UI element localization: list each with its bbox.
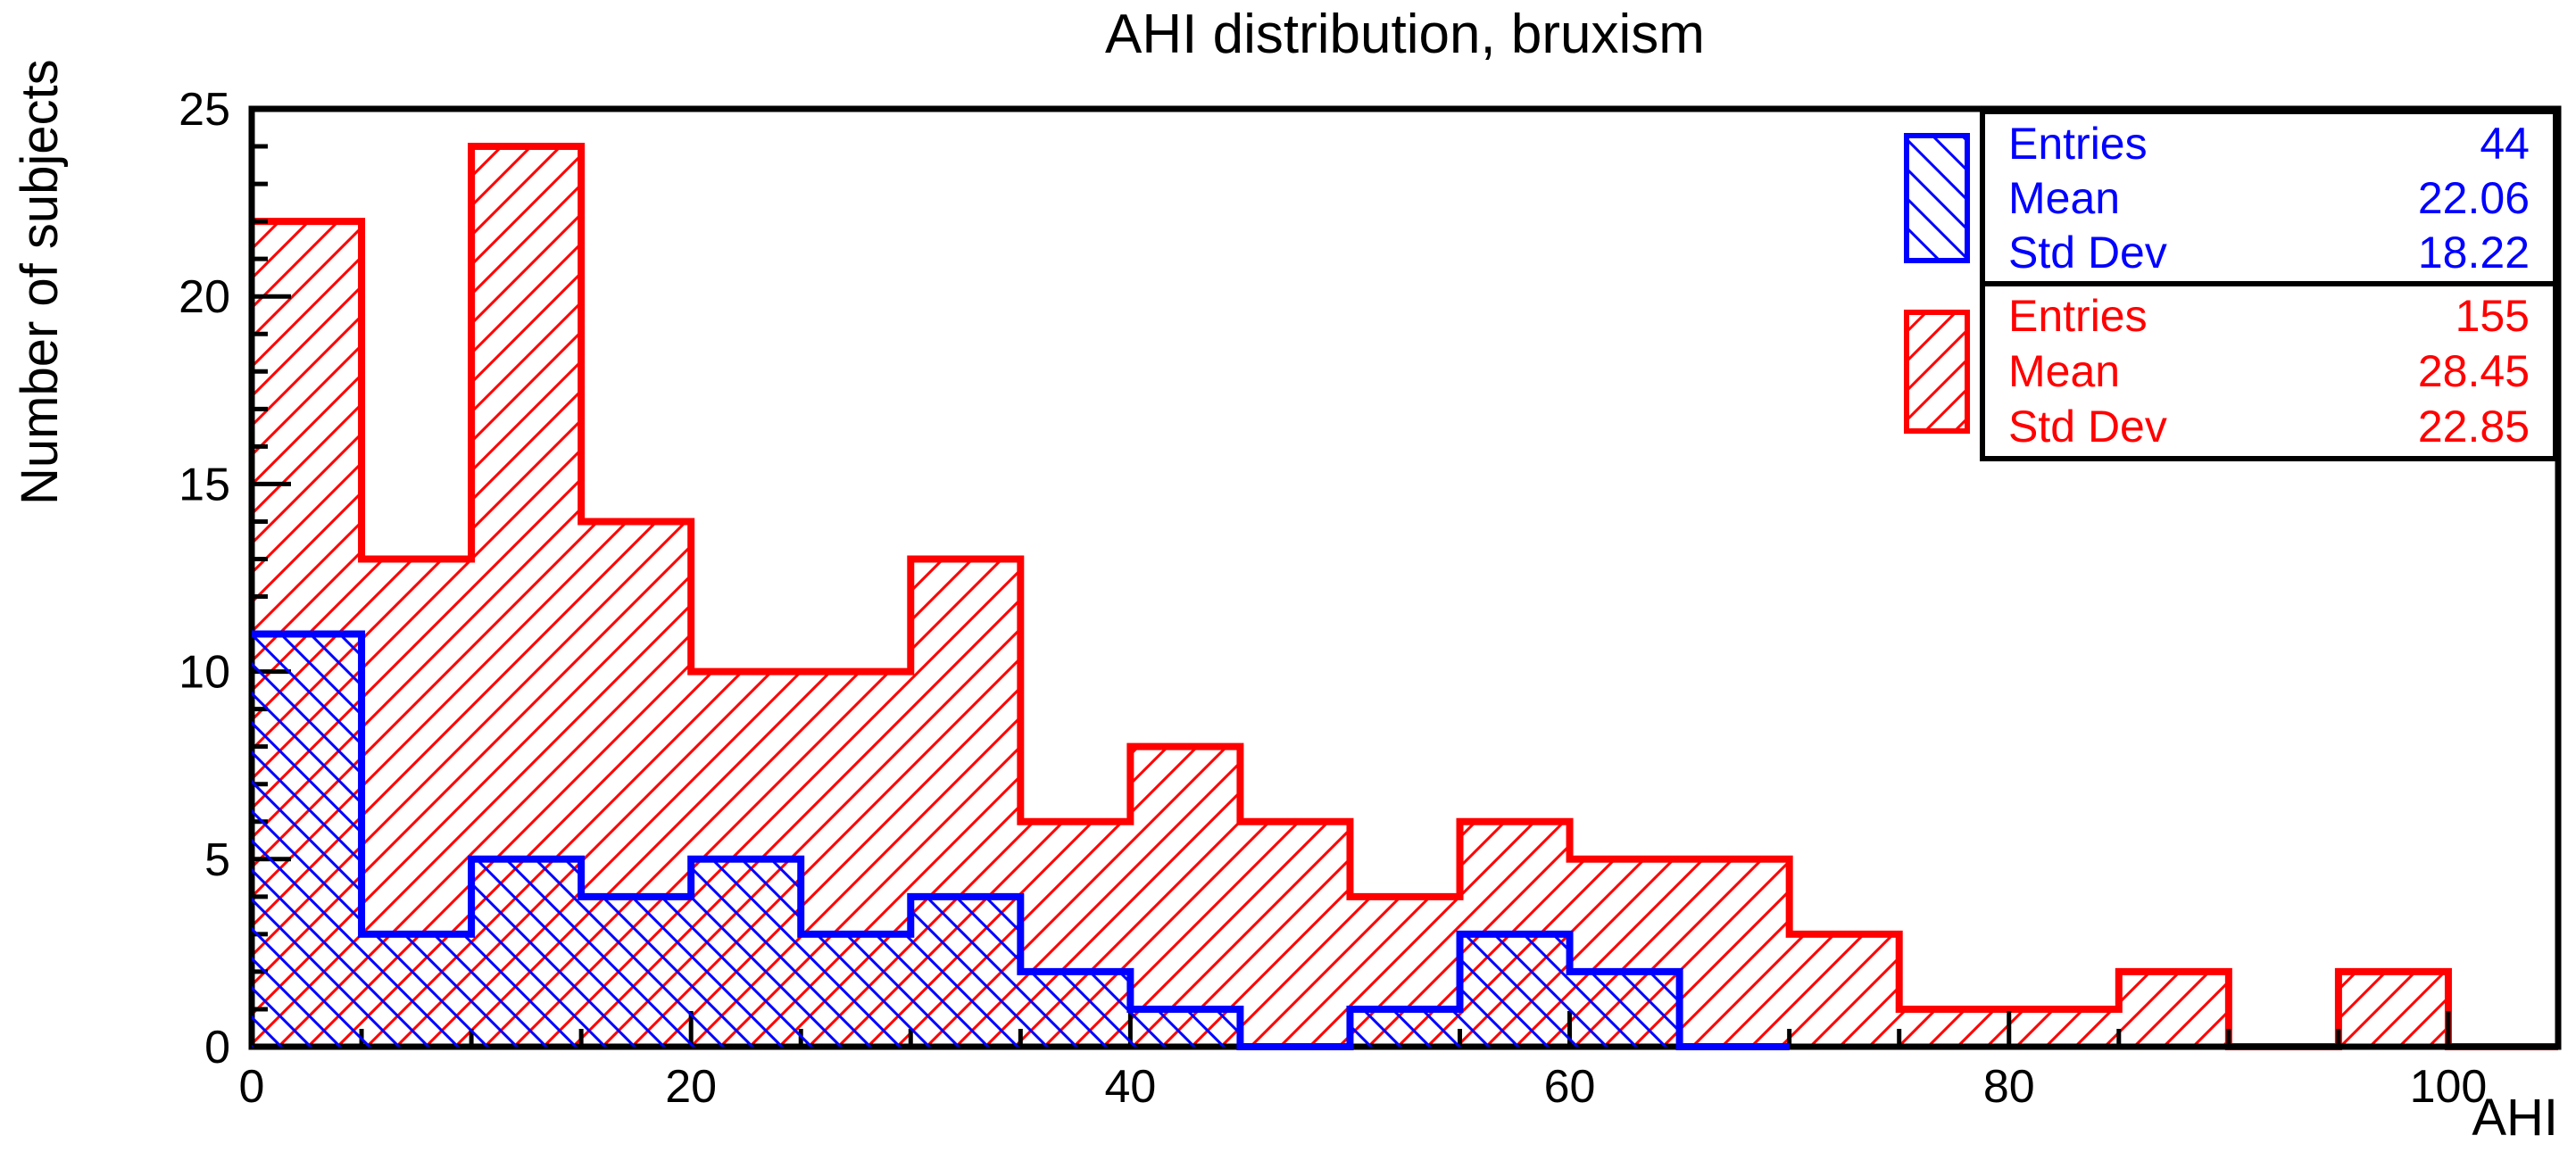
stat-row: Entries 155 [2008, 292, 2530, 340]
stat-row: Mean 28.45 [2008, 347, 2530, 395]
stat-row: Mean 22.06 [2008, 174, 2530, 222]
red-histogram-fill [252, 146, 2558, 1048]
x-tick-label: 80 [1983, 1061, 2035, 1113]
x-tick-label: 40 [1104, 1061, 1156, 1113]
stat-label: Std Dev [2008, 227, 2167, 278]
stat-value: 28.45 [2417, 346, 2530, 396]
stat-label: Mean [2008, 346, 2121, 396]
stat-row: Std Dev 18.22 [2008, 228, 2530, 277]
y-tick-label: 10 [179, 647, 230, 699]
stat-value: 22.85 [2417, 402, 2530, 452]
y-tick-label: 0 [204, 1022, 230, 1073]
stat-label: Entries [2008, 118, 2148, 169]
y-tick-label: 25 [179, 84, 230, 136]
blue-histogram-fill [252, 634, 1790, 1047]
stat-value: 44 [2480, 118, 2530, 169]
y-tick-label: 20 [179, 271, 230, 323]
stats-box-blue: Entries 44 Mean 22.06 Std Dev 18.22 [1980, 109, 2558, 286]
stat-value: 22.06 [2417, 172, 2530, 223]
x-tick-label: 60 [1544, 1061, 1596, 1113]
x-tick-label: 20 [665, 1061, 717, 1113]
x-tick-label: 100 [2410, 1061, 2488, 1113]
stat-label: Std Dev [2008, 402, 2167, 452]
y-axis-title: Number of subjects [11, 59, 69, 505]
stat-row: Entries 44 [2008, 120, 2530, 168]
x-axis-title: AHI [2472, 1089, 2558, 1147]
stat-row: Std Dev 22.85 [2008, 402, 2530, 451]
x-tick-label: 0 [239, 1061, 265, 1113]
stat-label: Mean [2008, 172, 2121, 223]
stat-value: 155 [2455, 291, 2530, 341]
blue-histogram-outline [252, 630, 1790, 1050]
y-tick-label: 15 [179, 459, 230, 510]
red-histogram-outline [252, 143, 2558, 1050]
legend-swatch-red [1904, 310, 1970, 434]
y-tick-label: 5 [204, 834, 230, 886]
stats-box-red: Entries 155 Mean 28.45 Std Dev 22.85 [1980, 281, 2558, 461]
chart-title: AHI distribution, bruxism [1105, 4, 1705, 65]
stat-label: Entries [2008, 291, 2148, 341]
tick-label-group: 0 20 40 60 80 100 0 5 10 15 20 25 [179, 84, 2487, 1113]
legend-swatch-blue [1904, 133, 1970, 263]
stat-value: 18.22 [2417, 227, 2530, 278]
